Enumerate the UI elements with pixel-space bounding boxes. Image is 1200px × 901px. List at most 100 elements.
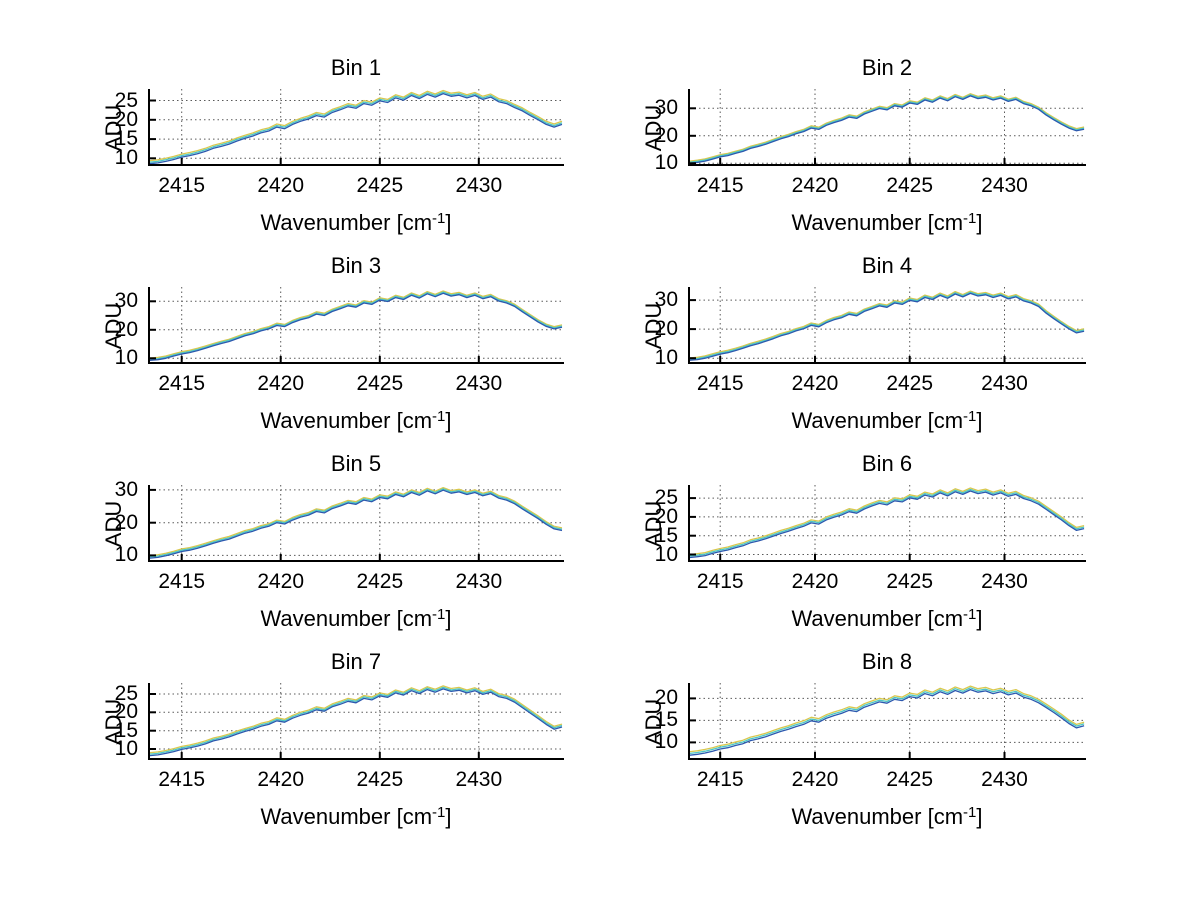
y-tick-label: 25: [654, 486, 678, 510]
x-axis-label-text: Wavenumber [cm: [791, 210, 964, 235]
series-trace-yellow: [689, 290, 1085, 359]
x-tick-label: 2425: [886, 768, 934, 791]
subplot-bin-7: Bin 7 ADU 25 20 15 10 2415 2420 2425 2430 Wavenumb…: [101, 649, 564, 829]
y-tick-label: 25: [114, 682, 138, 705]
x-axis-label: Wavenumber [cm-1]: [688, 210, 1086, 236]
x-tick-label: 2425: [886, 570, 934, 593]
x-axis-label: Wavenumber [cm-1]: [688, 606, 1086, 632]
y-tick-label: 20: [114, 107, 138, 131]
x-tick-label: 2420: [257, 174, 305, 197]
x-axis-label-exponent: -1: [432, 804, 446, 821]
plot-area: [688, 89, 1086, 166]
y-tick-label: 10: [654, 542, 678, 566]
series-trace-yellow: [149, 89, 563, 162]
x-tick-label: 2425: [356, 174, 404, 197]
plot-title: Bin 8: [861, 649, 913, 674]
x-axis-label-text: Wavenumber [cm: [260, 804, 433, 829]
subplot-bin-2: Bin 2 ADU 30 20 10 2415 2420 2425 2430 Wavenumber…: [641, 55, 1086, 235]
plot-title: Bin 3: [330, 253, 382, 278]
x-axis-label-text: Wavenumber [cm: [791, 804, 964, 829]
series-trace-cyan: [149, 291, 563, 360]
x-tick-label: 2415: [696, 174, 744, 197]
x-axis-label: Wavenumber [cm-1]: [688, 408, 1086, 434]
x-axis-label: Wavenumber [cm-1]: [148, 408, 564, 434]
plot-title: Bin 4: [861, 253, 913, 278]
x-axis-label-text: Wavenumber [cm: [260, 210, 433, 235]
subplot-bin-1: Bin 1 ADU 25 20 15 10 2415 2420 2425 2430 Wavenumb…: [101, 55, 564, 235]
x-axis-label-text: Wavenumber [cm: [791, 606, 964, 631]
series-trace-blue: [689, 292, 1085, 361]
x-axis-label-bracket: ]: [445, 804, 452, 829]
series-trace-yellow: [149, 685, 563, 754]
x-axis-label: Wavenumber [cm-1]: [148, 210, 564, 236]
x-axis-label-bracket: ]: [445, 210, 452, 235]
x-tick-label: 2425: [356, 372, 404, 395]
x-axis-label-bracket: ]: [976, 210, 983, 235]
plot-area: [148, 89, 564, 166]
plot-area: [148, 287, 564, 364]
y-tick-label: 15: [654, 523, 678, 547]
y-tick-label: 30: [114, 477, 138, 501]
x-tick-label: 2420: [257, 570, 305, 593]
x-axis-label-bracket: ]: [976, 804, 983, 829]
y-tick-label: 25: [114, 88, 138, 112]
series-trace-yellow: [149, 290, 563, 359]
x-tick-label: 2415: [158, 174, 206, 197]
x-tick-label: 2430: [981, 768, 1028, 791]
x-axis-label-text: Wavenumber [cm: [260, 408, 433, 433]
y-tick-label: 10: [114, 346, 138, 370]
y-tick-label: 10: [114, 737, 138, 760]
x-axis-label-bracket: ]: [445, 408, 452, 433]
x-axis-label-exponent: -1: [963, 606, 977, 623]
x-tick-label: 2420: [257, 768, 305, 791]
y-tick-label: 10: [114, 543, 138, 567]
y-tick-label: 15: [654, 708, 678, 732]
series-trace-yellow: [689, 487, 1085, 556]
series-trace-cyan: [149, 91, 563, 163]
plot-area: [688, 485, 1086, 562]
x-tick-label: 2430: [981, 570, 1028, 593]
plot-area: [688, 287, 1086, 364]
y-tick-label: 30: [114, 289, 138, 313]
x-tick-label: 2415: [696, 570, 744, 593]
subplot-bin-8: Bin 8 ADU 20 15 10 2415 2420 2425 2430 Wavenumber…: [641, 649, 1086, 829]
x-axis-label-exponent: -1: [432, 408, 446, 425]
y-tick-label: 20: [654, 504, 678, 528]
x-tick-label: 2430: [981, 174, 1028, 197]
x-tick-label: 2415: [696, 372, 744, 395]
y-tick-label: 15: [114, 718, 138, 742]
x-tick-label: 2430: [455, 570, 503, 593]
x-tick-label: 2420: [257, 372, 305, 395]
plot-area: [148, 683, 564, 760]
series-trace-cyan: [689, 488, 1085, 557]
x-axis-label-exponent: -1: [963, 804, 977, 821]
y-tick-label: 20: [114, 510, 138, 534]
x-tick-label: 2430: [981, 372, 1028, 395]
y-tick-label: 10: [654, 346, 678, 370]
y-tick-label: 20: [654, 686, 678, 710]
y-tick-label: 20: [654, 317, 678, 341]
x-tick-label: 2415: [158, 372, 206, 395]
y-tick-label: 10: [654, 730, 678, 754]
y-tick-label: 20: [114, 700, 138, 724]
x-axis-label-bracket: ]: [976, 408, 983, 433]
x-axis-label-bracket: ]: [445, 606, 452, 631]
x-tick-label: 2415: [158, 768, 206, 791]
series-trace-cyan: [689, 687, 1085, 755]
subplot-bin-4: Bin 4 ADU 30 20 10 2415 2420 2425 2430 Wavenumber…: [641, 253, 1086, 433]
series-trace-blue: [689, 688, 1085, 756]
y-tick-label: 30: [654, 96, 678, 120]
plot-title: Bin 7: [330, 649, 382, 674]
x-axis-label-text: Wavenumber [cm: [260, 606, 433, 631]
x-tick-label: 2430: [455, 372, 503, 395]
x-axis-label-exponent: -1: [963, 210, 977, 227]
x-axis-label: Wavenumber [cm-1]: [148, 606, 564, 632]
series-trace-yellow: [149, 486, 563, 557]
x-tick-label: 2415: [158, 570, 206, 593]
y-tick-label: 10: [654, 151, 678, 175]
x-axis-label-exponent: -1: [432, 606, 446, 623]
series-trace-yellow: [689, 93, 1085, 162]
series-trace-cyan: [689, 94, 1085, 163]
plot-title: Bin 5: [330, 451, 382, 476]
